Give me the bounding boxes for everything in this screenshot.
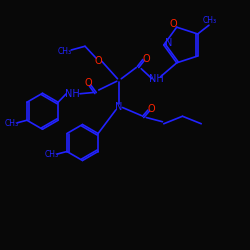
Text: N: N — [115, 102, 122, 113]
Text: CH₃: CH₃ — [44, 150, 59, 159]
Text: NH: NH — [65, 89, 80, 99]
Text: N: N — [164, 38, 172, 48]
Text: NH: NH — [149, 74, 164, 84]
Text: CH₃: CH₃ — [58, 47, 72, 56]
Text: O: O — [85, 78, 92, 88]
Text: CH₃: CH₃ — [5, 119, 19, 128]
Text: O: O — [95, 56, 102, 66]
Text: O: O — [142, 54, 150, 64]
Text: CH₃: CH₃ — [203, 16, 217, 25]
Text: O: O — [170, 19, 177, 29]
Text: O: O — [148, 104, 156, 115]
